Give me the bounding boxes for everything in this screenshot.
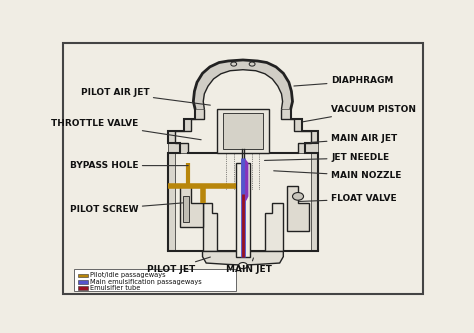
Polygon shape [193,60,292,109]
Text: Pilot/idle passageways: Pilot/idle passageways [90,272,165,278]
Bar [236,163,250,257]
Text: JET NEEDLE: JET NEEDLE [264,154,389,163]
Circle shape [292,192,303,200]
Polygon shape [245,159,248,201]
Text: FLOAT VALVE: FLOAT VALVE [300,194,397,203]
Bar [183,196,189,222]
Text: VACUUM PISTON: VACUUM PISTON [303,105,416,122]
Bar [204,153,282,203]
Polygon shape [287,186,309,231]
Polygon shape [202,203,217,251]
Polygon shape [168,109,204,251]
Bar [78,286,88,290]
Text: MAIN NOZZLE: MAIN NOZZLE [273,171,401,180]
Text: MAIN AIR JET: MAIN AIR JET [310,134,397,143]
Polygon shape [202,251,283,265]
Bar [74,269,236,291]
Text: MAIN JET: MAIN JET [227,258,272,274]
Text: Main emulsification passageways: Main emulsification passageways [90,279,201,285]
Text: THROTTLE VALVE: THROTTLE VALVE [51,119,201,140]
Text: PILOT AIR JET: PILOT AIR JET [81,88,210,105]
Bar [223,113,263,149]
Polygon shape [265,203,283,251]
Bar [78,280,88,284]
Text: BYPASS HOLE: BYPASS HOLE [70,161,188,170]
Text: PILOT SCREW: PILOT SCREW [70,203,183,214]
Bar [78,273,88,277]
Circle shape [238,262,247,269]
Text: DIAPHRAGM: DIAPHRAGM [294,77,393,86]
Polygon shape [282,109,318,251]
Polygon shape [181,186,202,227]
Bar [217,109,269,153]
Text: Emulsifier tube: Emulsifier tube [90,285,140,291]
Text: PILOT JET: PILOT JET [147,257,210,274]
